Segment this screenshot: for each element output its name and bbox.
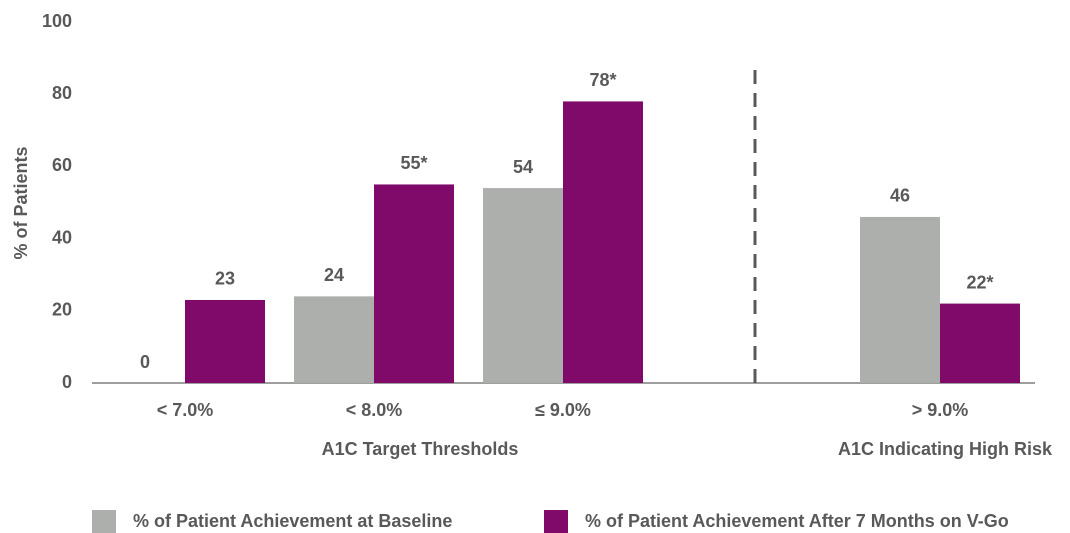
data-label: 54 xyxy=(513,157,533,177)
y-axis-label: % of Patients xyxy=(11,146,31,259)
data-label: 22* xyxy=(966,272,993,292)
x-tick-label: < 7.0% xyxy=(157,400,214,420)
data-label: 24 xyxy=(324,265,344,285)
bar xyxy=(185,299,265,383)
legend-label: % of Patient Achievement at Baseline xyxy=(133,511,452,531)
y-tick-label: 20 xyxy=(52,300,72,320)
legend-swatch xyxy=(92,510,116,533)
bar xyxy=(374,184,454,383)
data-label: 0 xyxy=(140,352,150,372)
data-label: 55* xyxy=(400,153,427,173)
x-tick-label: < 8.0% xyxy=(346,400,403,420)
bar xyxy=(563,101,643,384)
data-label: 46 xyxy=(890,186,910,206)
group-label: A1C Target Thresholds xyxy=(322,439,519,459)
data-label: 23 xyxy=(215,269,235,289)
y-tick-label: 80 xyxy=(52,83,72,103)
y-tick-label: 100 xyxy=(42,11,72,31)
bar xyxy=(483,188,563,383)
x-tick-label: > 9.0% xyxy=(912,400,969,420)
group-label: A1C Indicating High Risk xyxy=(838,439,1053,459)
bar xyxy=(940,303,1020,383)
x-tick-label: ≤ 9.0% xyxy=(535,400,591,420)
legend-swatch xyxy=(544,510,568,533)
y-tick-label: 0 xyxy=(62,372,72,392)
legend-label: % of Patient Achievement After 7 Months … xyxy=(585,511,1009,531)
data-label: 78* xyxy=(589,70,616,90)
y-tick-label: 40 xyxy=(52,227,72,247)
bar xyxy=(860,216,940,383)
bar xyxy=(294,296,374,383)
y-tick-label: 60 xyxy=(52,155,72,175)
